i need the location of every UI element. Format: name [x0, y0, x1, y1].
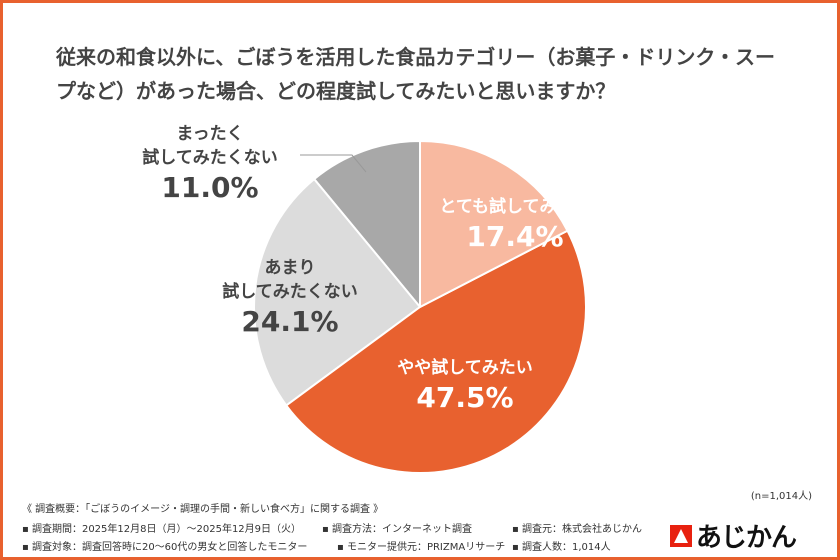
slice-value: 24.1%	[241, 305, 339, 338]
slice-value: 17.4%	[466, 220, 564, 253]
footer-target: ▪ 調査対象：調査回答時に20～60代の男女と回答したモニター	[22, 542, 308, 553]
logo-text: あじかん	[696, 523, 797, 553]
label-slice-0: とても試してみたい 17.4%	[420, 195, 610, 255]
slice-name: とても試してみたい	[439, 197, 591, 217]
footer-row-2: ▪ 調査対象：調査回答時に20～60代の男女と回答したモニター ▪ モニター提供…	[22, 538, 622, 553]
slice-value: 47.5%	[416, 381, 514, 414]
slice-name: まったく	[176, 124, 244, 144]
pie-slice-0	[419, 139, 569, 309]
label-slice-3: まったく 試してみたくない 11.0%	[125, 122, 295, 206]
logo-mark-icon	[670, 524, 692, 547]
footer-provider: ▪ モニター提供元：PRIZMAリサーチ	[337, 542, 506, 553]
sample-size: (n=1,014人)	[750, 491, 812, 502]
footer-overview: 《 調査概要：「ごぼうのイメージ・調理の手間・新しい食べ方」に関する調査 》	[22, 504, 384, 515]
footer-period: ▪ 調査期間：2025年12月8日（月）～2025年12月9日（火）	[22, 524, 302, 535]
label-slice-1: やや試してみたい 47.5%	[370, 356, 560, 416]
footer-row-1: ▪ 調査期間：2025年12月8日（月）～2025年12月9日（火） ▪ 調査方…	[22, 520, 642, 535]
pie-slice-1	[284, 229, 587, 474]
pie-slice-2	[253, 177, 422, 407]
footer-count: ▪ 調査人数：1,014人	[512, 542, 611, 553]
pie-slice-3	[312, 139, 421, 310]
company-logo: あじかん	[670, 517, 797, 554]
footer-source: ▪ 調査元：株式会社あじかん	[512, 524, 642, 535]
label-slice-2: あまり 試してみたくない 24.1%	[205, 256, 375, 340]
slice-name: やや試してみたい	[397, 358, 533, 378]
chart-title: 従来の和食以外に、ごぼうを活用した食品カテゴリー（お菓子・ドリンク・スープなど）…	[56, 45, 775, 103]
footer-method: ▪ 調査方法：インターネット調査	[322, 524, 472, 535]
slice-name-2: 試してみたくない	[142, 148, 278, 168]
leader-line	[300, 154, 367, 173]
slice-value: 11.0%	[161, 171, 259, 204]
slice-name: あまり	[264, 258, 316, 278]
slice-name-2: 試してみたくない	[222, 282, 358, 302]
